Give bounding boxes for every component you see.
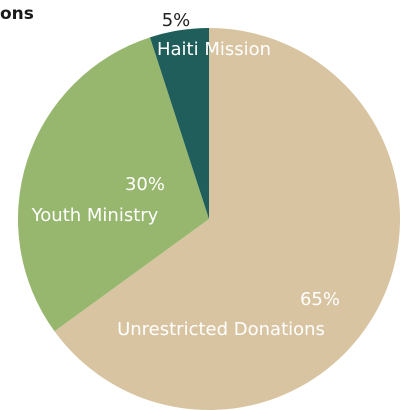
slice-value-label: 30% <box>125 174 165 195</box>
chart-title: ons <box>0 4 34 24</box>
slice-value-label: 65% <box>300 289 340 310</box>
pie-slice-haiti-mission <box>149 28 209 219</box>
pie-slice-youth-ministry <box>17 37 209 332</box>
slice-category-label: Youth Ministry <box>31 205 159 226</box>
slice-value-label: 5% <box>162 10 191 31</box>
slice-category-label: Unrestricted Donations <box>117 319 325 340</box>
pie-slice-unrestricted-donations <box>54 28 400 410</box>
slice-category-label: Haiti Mission <box>157 39 271 60</box>
